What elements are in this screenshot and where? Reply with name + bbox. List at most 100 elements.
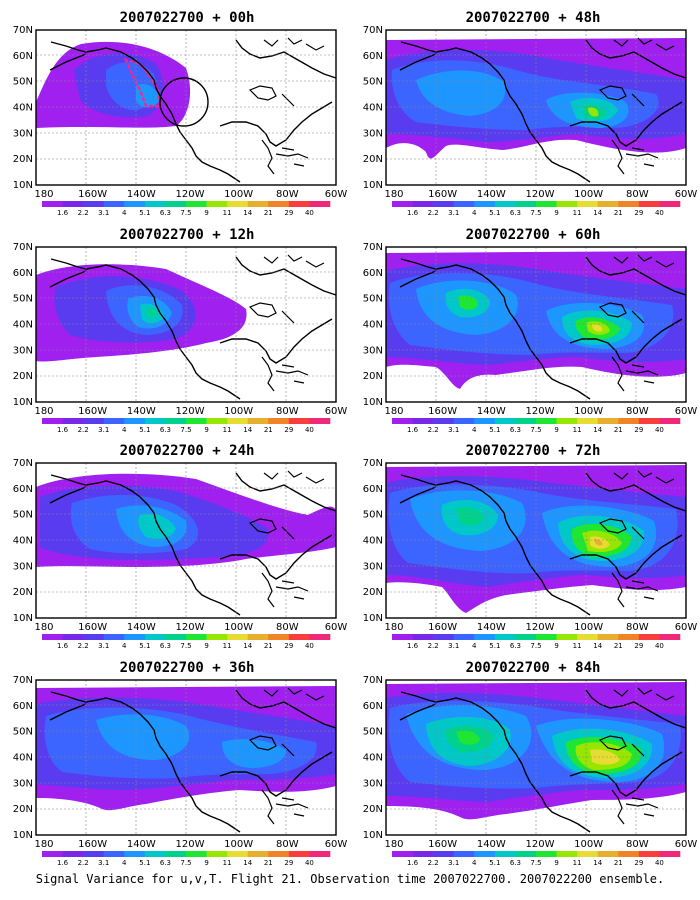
colorbar-label: 3.1 [98,859,109,867]
colorbar-label: 9 [204,642,208,650]
colorbar-swatch [638,634,660,640]
colorbar-label: 40 [655,209,664,217]
lat-tick-label: 30N [13,561,33,572]
lon-tick-label: 140W [127,189,156,200]
colorbar-label: 14 [593,859,602,867]
panel-12h: 2007022700 + 12h [35,227,337,403]
lat-tick-label: 20N [363,371,383,382]
lat-tick-label: 50N [13,510,33,521]
colorbar-swatch [474,418,496,424]
colorbar-label: 5.1 [489,426,500,434]
colorbar-swatch [392,418,413,424]
colorbar-swatch [392,201,413,207]
colorbar-label: 5.1 [489,642,500,650]
colorbar-swatch [62,851,84,857]
lat-tick-label: 20N [363,587,383,598]
lat-tick-label: 70N [13,242,33,253]
colorbar-swatch [577,418,599,424]
lat-tick-label: 30N [13,128,33,139]
lon-tick-label: 80W [276,189,299,200]
colorbar-swatch [144,201,166,207]
lat-tick-label: 50N [363,727,383,738]
colorbar-swatch [206,851,228,857]
lat-tick-label: 30N [363,778,383,789]
colorbar-swatch [268,201,290,207]
colorbar-label: 5.1 [489,859,500,867]
lon-tick-label: 120W [176,189,205,200]
colorbar-label: 5.1 [139,642,150,650]
colorbar-label: 29 [634,426,643,434]
lon-tick-label: 180 [34,406,53,417]
colorbar-label: 6.3 [510,426,521,434]
colorbar-label: 2.2 [78,426,89,434]
colorbar-swatch [597,634,619,640]
colorbar-label: 21 [614,209,623,217]
colorbar-label: 3.1 [448,426,459,434]
colorbar-swatch [206,634,228,640]
lon-tick-label: 100W [224,189,253,200]
colorbar-swatch [638,201,660,207]
colorbar-swatch [62,418,84,424]
lat-tick-label: 70N [13,675,33,686]
colorbar-swatch [618,201,640,207]
panel-title: 2007022700 + 36h [120,660,255,676]
lon-tick-label: 180 [34,839,53,850]
colorbar-swatch [515,418,537,424]
lon-tick-label: 100W [574,839,603,850]
colorbar-label: 14 [593,642,602,650]
lon-tick-label: 60W [675,406,698,417]
colorbar-swatch [659,851,681,857]
colorbar-label: 11 [573,642,582,650]
colorbar-label: 7.5 [180,642,191,650]
colorbar-swatch [536,418,557,424]
lat-tick-label: 40N [13,103,33,114]
colorbar-swatch [536,634,557,640]
lon-tick-label: 80W [626,406,649,417]
colorbar-label: 21 [264,859,273,867]
panel-00h: 2007022700 + 00h [35,10,337,186]
lon-tick-label: 180 [384,189,403,200]
colorbar-label: 4 [122,642,127,650]
colorbar-swatch [247,201,269,207]
colorbar-swatch [556,634,578,640]
colorbar-swatch [165,634,187,640]
colorbar-label: 29 [284,426,293,434]
colorbar-label: 3.1 [98,426,109,434]
lon-tick-label: 100W [574,622,603,633]
colorbar-label: 2.2 [78,642,89,650]
lat-tick-label: 60N [363,268,383,279]
colorbar-swatch [433,634,455,640]
colorbar-label: 14 [243,209,252,217]
lon-tick-label: 60W [325,622,348,633]
colorbar-label: 5.1 [139,859,150,867]
colorbar-swatch [433,201,455,207]
colorbar-swatch [494,851,516,857]
colorbar-swatch [412,851,434,857]
lat-tick-label: 10N [13,830,33,841]
colorbar-swatch [618,634,640,640]
lon-tick-label: 100W [224,406,253,417]
colorbar-label: 14 [243,859,252,867]
lat-tick-label: 10N [363,613,383,624]
colorbar-label: 1.6 [407,426,419,434]
colorbar-label: 29 [634,642,643,650]
colorbar-swatch [268,851,290,857]
colorbar-label: 7.5 [530,209,541,217]
colorbar-label: 11 [573,209,582,217]
colorbar-swatch [515,201,537,207]
colorbar-swatch [453,634,475,640]
lon-tick-label: 160W [428,406,457,417]
lat-tick-label: 70N [363,675,383,686]
colorbar-label: 3.1 [448,209,459,217]
colorbar-label: 11 [223,859,232,867]
lon-tick-label: 60W [325,839,348,850]
colorbar-label: 21 [614,426,623,434]
colorbar-label: 4 [472,209,477,217]
colorbar-swatch [597,201,619,207]
colorbar-label: 40 [655,426,664,434]
colorbar-label: 2.2 [78,859,89,867]
colorbar-swatch [309,634,331,640]
colorbar-swatch [659,418,681,424]
colorbar-label: 4 [122,426,127,434]
colorbar-label: 9 [204,209,208,217]
